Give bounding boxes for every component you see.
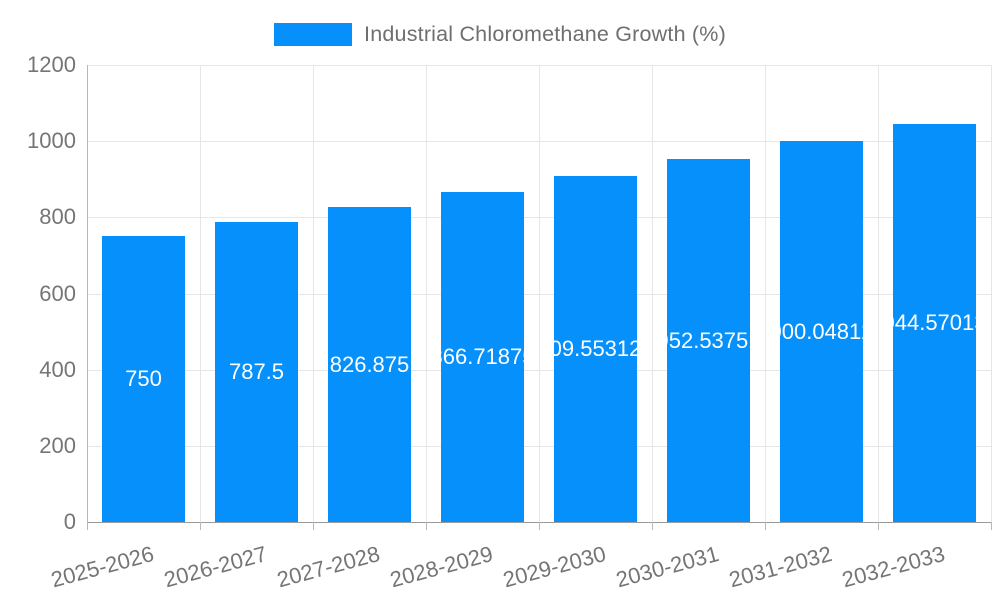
- v-gridline: [765, 65, 766, 522]
- bar-value-label: 1044.570131: [893, 310, 976, 336]
- v-gridline: [313, 65, 314, 522]
- bar[interactable]: 787.5: [215, 222, 298, 522]
- y-axis-tick-label: 600: [39, 280, 76, 306]
- bar-value-label: 909.553125: [554, 335, 637, 361]
- bar-value-label: 750: [125, 366, 162, 392]
- v-gridline: [991, 65, 992, 522]
- v-gridline: [426, 65, 427, 522]
- x-axis-tick: [539, 522, 540, 530]
- v-gridline: [539, 65, 540, 522]
- v-gridline: [200, 65, 201, 522]
- y-axis-tick-label: 800: [39, 204, 76, 230]
- bar-value-label: 1000.048125: [780, 318, 863, 344]
- legend: Industrial Chloromethane Growth (%): [0, 22, 1000, 47]
- v-gridline: [878, 65, 879, 522]
- bar[interactable]: 866.71875: [441, 191, 524, 522]
- legend-swatch: [274, 23, 353, 46]
- bar-value-label: 952.53751: [667, 327, 750, 353]
- x-axis-tick: [878, 522, 879, 530]
- bar[interactable]: 826.875: [328, 207, 411, 522]
- y-axis-line: [87, 65, 88, 522]
- y-axis-tick-label: 200: [39, 432, 76, 458]
- y-axis-tick-label: 1200: [27, 52, 76, 77]
- bar[interactable]: 1044.570131: [893, 124, 976, 522]
- y-axis-tick-label: 1000: [27, 128, 76, 154]
- x-axis-tick: [426, 522, 427, 530]
- y-axis-tick-label: 400: [39, 356, 76, 382]
- legend-label: Industrial Chloromethane Growth (%): [364, 22, 726, 46]
- x-axis-tick: [87, 522, 88, 530]
- bar-value-label: 787.5: [228, 359, 285, 385]
- bar[interactable]: 750: [102, 236, 185, 522]
- x-axis-tick: [313, 522, 314, 530]
- x-axis-tick: [991, 522, 992, 530]
- bar[interactable]: 952.53751: [667, 159, 750, 522]
- x-axis-tick: [652, 522, 653, 530]
- v-gridline: [652, 65, 653, 522]
- y-axis-tick-label: 0: [63, 509, 76, 534]
- x-axis-tick: [200, 522, 201, 530]
- x-axis-tick: [765, 522, 766, 530]
- bar-value-label: 826.875: [329, 351, 410, 377]
- bar-value-label: 866.71875: [441, 343, 524, 369]
- bar[interactable]: 909.553125: [554, 175, 637, 522]
- bar[interactable]: 1000.048125: [780, 141, 863, 522]
